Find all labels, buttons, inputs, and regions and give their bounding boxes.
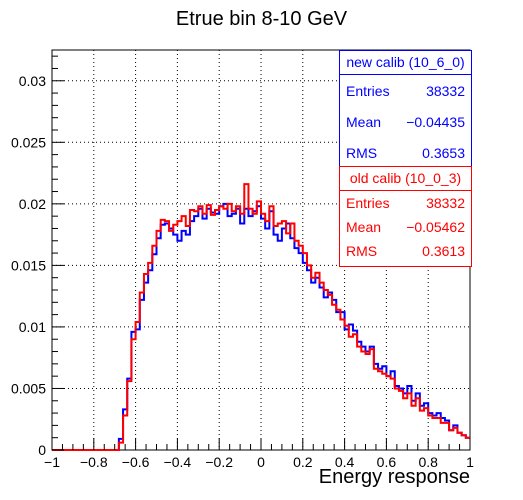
stats-rms-label: RMS	[346, 243, 378, 259]
stats-box-title: new calib (10_6_0)	[340, 51, 471, 75]
series-group	[52, 183, 470, 451]
x-tick-label: 0.6	[377, 454, 397, 470]
x-tick-label: 0.8	[418, 454, 438, 470]
x-tick-label: 0	[257, 454, 265, 470]
x-tick-label: −1	[44, 454, 60, 470]
x-tick-label: 1	[466, 454, 474, 470]
stats-box-old-calib: old calib (10_0_3) Entries 38332 Mean −0…	[339, 166, 472, 267]
y-tick-label: 0.01	[19, 319, 46, 335]
x-tick-label: −0.8	[80, 454, 108, 470]
stats-mean-value: −0.04435	[406, 113, 465, 130]
stats-entries-value: 38332	[426, 195, 465, 211]
y-tick-label: 0	[38, 442, 46, 458]
stats-row-rms: RMS 0.3653	[340, 137, 471, 168]
y-tick-label: 0.015	[11, 257, 46, 273]
stats-mean-label: Mean	[346, 219, 382, 235]
stats-mean-label: Mean	[346, 113, 382, 130]
stats-row-rms: RMS 0.3613	[340, 239, 471, 263]
stats-row-entries: Entries 38332	[340, 75, 471, 106]
stats-rms-value: 0.3653	[422, 144, 465, 161]
x-tick-label: −0.2	[205, 454, 233, 470]
chart-title: Etrue bin 8-10 GeV	[175, 8, 348, 30]
y-tick-label: 0.005	[11, 380, 46, 396]
y-tick-label: 0.03	[19, 73, 46, 89]
x-tick-label: 0.4	[335, 454, 355, 470]
stats-box-new-calib: new calib (10_6_0) Entries 38332 Mean −0…	[339, 50, 472, 175]
stats-row-entries: Entries 38332	[340, 191, 471, 215]
y-axis: 0 0.005 0.01 0.015 0.02 0.025 0.03	[11, 55, 64, 458]
y-tick-label: 0.025	[11, 134, 46, 150]
stats-entries-value: 38332	[426, 82, 465, 99]
x-tick-label: −0.4	[164, 454, 192, 470]
series-old-calib-line	[52, 183, 470, 451]
y-tick-label: 0.02	[19, 196, 46, 212]
stats-row-mean: Mean −0.04435	[340, 106, 471, 137]
stats-rms-value: 0.3613	[422, 243, 465, 259]
stats-entries-label: Entries	[346, 195, 390, 211]
stats-row-mean: Mean −0.05462	[340, 215, 471, 239]
stats-rms-label: RMS	[346, 144, 378, 161]
x-axis-label: Energy response	[318, 466, 470, 488]
stats-mean-value: −0.05462	[406, 219, 465, 235]
x-tick-label: 0.2	[293, 454, 313, 470]
stats-box-title: old calib (10_0_3)	[340, 167, 471, 191]
stats-entries-label: Entries	[346, 82, 390, 99]
series-new-calib-line	[52, 202, 470, 451]
x-axis: −1 −0.8 −0.6 −0.4 −0.2 0 0.2 0.4 0.6 0.8 1	[44, 438, 474, 470]
x-tick-label: −0.6	[122, 454, 150, 470]
